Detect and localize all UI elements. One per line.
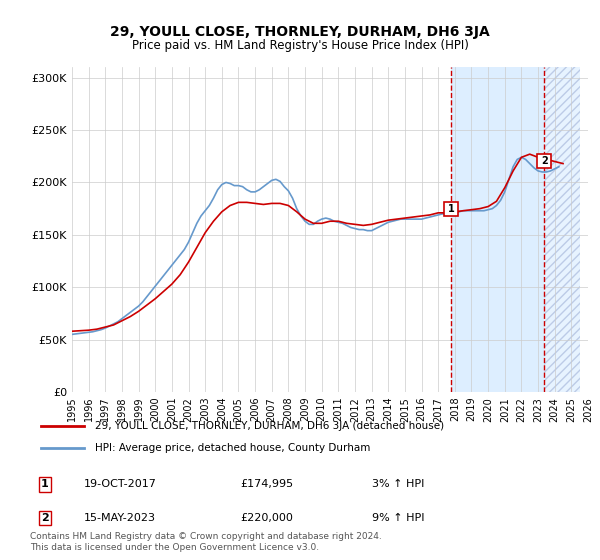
Bar (451, 67, 544, 392)
Text: 29, YOULL CLOSE, THORNLEY, DURHAM, DH6 3JA (detached house): 29, YOULL CLOSE, THORNLEY, DURHAM, DH6 3… (95, 421, 444, 431)
Text: HPI: Average price, detached house, County Durham: HPI: Average price, detached house, Coun… (95, 443, 370, 453)
Text: 29, YOULL CLOSE, THORNLEY, DURHAM, DH6 3JA: 29, YOULL CLOSE, THORNLEY, DURHAM, DH6 3… (110, 25, 490, 39)
Text: 1: 1 (448, 204, 455, 214)
Text: £174,995: £174,995 (240, 479, 293, 489)
Text: 2: 2 (541, 156, 548, 166)
Text: Contains HM Land Registry data © Crown copyright and database right 2024.
This d: Contains HM Land Registry data © Crown c… (30, 532, 382, 552)
Text: 3% ↑ HPI: 3% ↑ HPI (372, 479, 424, 489)
Text: 9% ↑ HPI: 9% ↑ HPI (372, 513, 425, 523)
Text: Price paid vs. HM Land Registry's House Price Index (HPI): Price paid vs. HM Land Registry's House … (131, 39, 469, 52)
Text: 2: 2 (41, 513, 49, 523)
Text: 15-MAY-2023: 15-MAY-2023 (84, 513, 156, 523)
Text: 1: 1 (41, 479, 49, 489)
Text: 19-OCT-2017: 19-OCT-2017 (84, 479, 157, 489)
Bar (544, 67, 580, 392)
Text: £220,000: £220,000 (240, 513, 293, 523)
